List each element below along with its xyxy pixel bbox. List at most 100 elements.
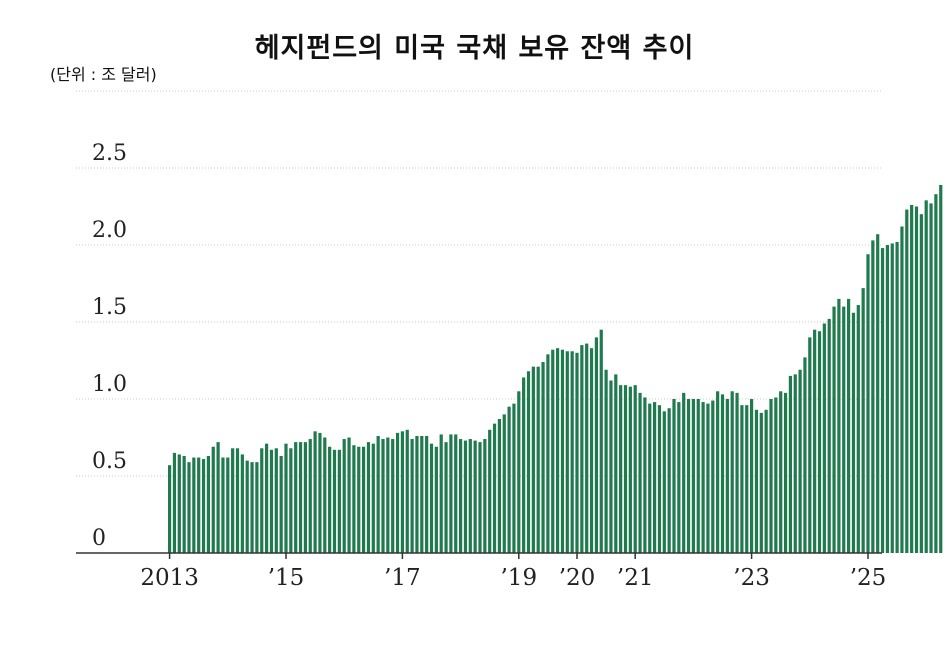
bar (429, 443, 434, 553)
bar (347, 437, 351, 553)
x-tick-label: ’17 (384, 565, 421, 591)
bar (483, 439, 487, 553)
bar (822, 323, 826, 553)
bar (585, 343, 589, 553)
bar (444, 442, 448, 553)
bar (400, 431, 404, 553)
bar (716, 391, 720, 553)
bar (589, 348, 594, 553)
bar (910, 204, 914, 553)
x-tick-label: ’20 (559, 565, 596, 591)
bar (619, 385, 623, 553)
bar (459, 439, 463, 553)
bar (793, 374, 797, 553)
bar (362, 446, 366, 553)
bar (332, 449, 337, 553)
bar (507, 406, 511, 553)
bar (905, 209, 909, 553)
bars (168, 184, 943, 554)
bar (182, 455, 186, 553)
bar (711, 400, 715, 553)
bar (706, 403, 710, 553)
bar (827, 318, 831, 553)
bar (531, 366, 535, 553)
bar (192, 457, 196, 553)
x-tick-label: ’25 (850, 565, 887, 591)
bar (250, 462, 254, 553)
y-tick-label: 1.5 (92, 295, 127, 320)
bar (420, 435, 424, 553)
bar (556, 348, 560, 553)
bar (740, 405, 744, 553)
bar (759, 412, 763, 553)
bar (764, 409, 768, 553)
bar (168, 465, 172, 553)
bar (837, 298, 841, 553)
bar (405, 429, 409, 553)
bar (880, 248, 885, 553)
bar (342, 439, 346, 553)
bar (517, 391, 521, 553)
bar (735, 392, 739, 553)
unit-label: (단위 : 조 달러) (50, 65, 157, 84)
bar (599, 329, 603, 553)
bar (284, 443, 288, 553)
bar (265, 443, 269, 553)
bar (425, 435, 429, 553)
bar (289, 448, 293, 553)
x-tick-label: ’15 (268, 565, 305, 591)
bar (842, 306, 846, 553)
x-tick-label: ’23 (733, 565, 770, 591)
x-tick-label: ’19 (501, 565, 538, 591)
bar (594, 337, 598, 553)
bar (463, 440, 468, 553)
bar (415, 435, 419, 553)
bar (657, 405, 662, 553)
bar (357, 446, 361, 553)
bar (454, 434, 458, 553)
bar (730, 391, 734, 553)
bar (386, 437, 390, 553)
bar (691, 399, 695, 553)
bar (279, 455, 283, 553)
bar (352, 445, 356, 553)
bar (672, 399, 676, 553)
bar (478, 442, 482, 553)
bar (323, 437, 327, 553)
bar (376, 435, 380, 553)
bar (866, 254, 870, 554)
bar (502, 414, 506, 553)
bar (604, 369, 608, 553)
y-tick-label: 2.5 (92, 141, 127, 166)
bar (366, 442, 371, 553)
bar (662, 411, 666, 553)
bar (628, 386, 632, 553)
bar (298, 442, 303, 553)
bar (633, 385, 637, 553)
bar (677, 402, 681, 553)
bar (449, 434, 453, 553)
bar (667, 408, 671, 553)
bar (313, 431, 317, 553)
bar (560, 349, 565, 553)
bar (638, 392, 642, 553)
bar (686, 399, 691, 553)
bar (929, 203, 933, 554)
bar (294, 442, 298, 553)
bar (231, 448, 235, 553)
bar (643, 397, 647, 553)
bar (468, 439, 472, 553)
bar (371, 443, 375, 553)
bar (201, 459, 206, 553)
y-axis-ticks: 0 0.5 1.0 1.5 2.0 2.5 (92, 141, 127, 551)
bar (813, 329, 817, 553)
bar (701, 402, 705, 553)
bar (890, 243, 894, 553)
bar (303, 442, 307, 553)
bar (434, 446, 438, 553)
bar (221, 457, 225, 553)
bar (851, 312, 856, 553)
bar (216, 442, 220, 553)
y-tick-label: 1.0 (92, 372, 127, 397)
bar (575, 352, 579, 553)
